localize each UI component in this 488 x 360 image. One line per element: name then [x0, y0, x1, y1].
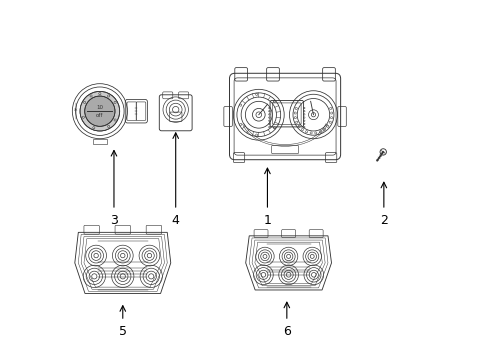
Text: 5: 5 — [119, 325, 126, 338]
Text: 4: 4 — [171, 214, 179, 227]
Text: 3: 3 — [110, 214, 118, 227]
Text: 2: 2 — [379, 214, 387, 227]
Text: 6: 6 — [283, 325, 290, 338]
Text: 1: 1 — [263, 214, 271, 227]
Text: *: * — [73, 108, 77, 114]
Circle shape — [80, 91, 120, 131]
Bar — [93, 139, 106, 144]
Text: 10: 10 — [96, 104, 103, 109]
Circle shape — [84, 96, 115, 126]
Text: off: off — [96, 113, 103, 118]
